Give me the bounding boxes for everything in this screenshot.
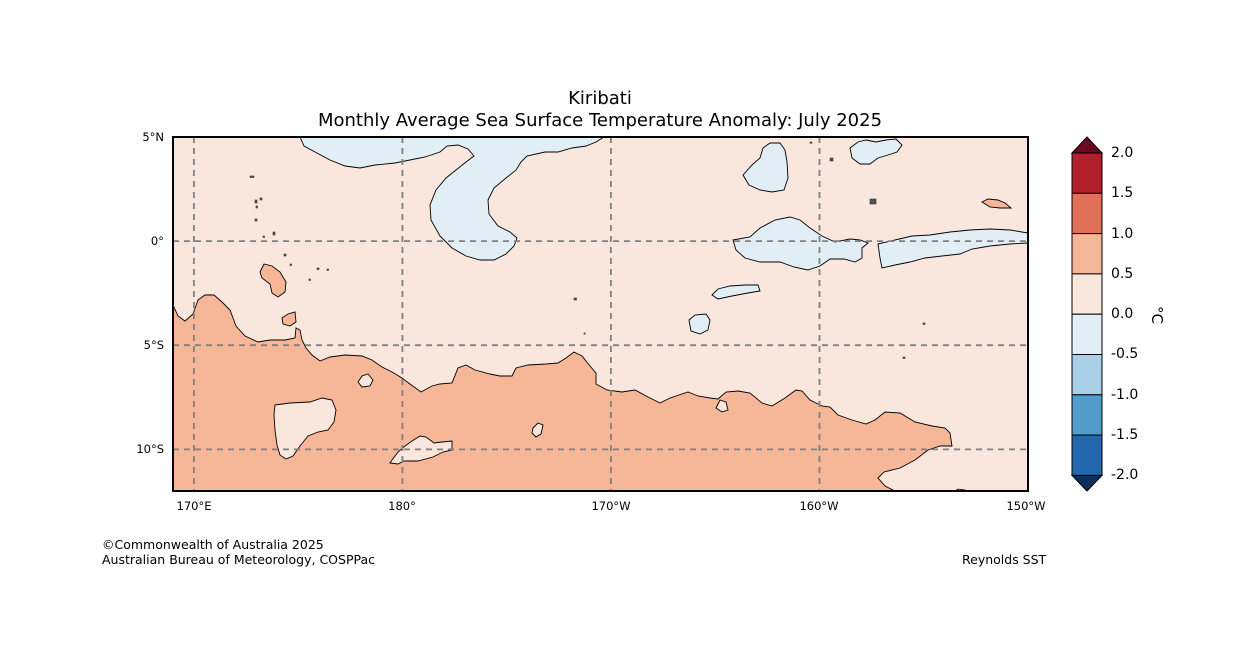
colorbar xyxy=(1070,136,1104,492)
map-border xyxy=(172,136,1029,492)
map-title: Kiribati xyxy=(568,88,632,109)
anomaly-patch-cool-ne2 xyxy=(849,138,903,165)
colorbar-tick-label: -0.5 xyxy=(1111,346,1139,362)
colorbar-tick-label: 0.0 xyxy=(1111,306,1134,322)
map-subtitle: Monthly Average Sea Surface Temperature … xyxy=(317,110,883,131)
colorbar-bin xyxy=(1071,434,1103,476)
colorbar-unit-label: °C xyxy=(1147,306,1166,324)
anomaly-patch-cool-eq xyxy=(732,216,869,271)
colorbar-bin xyxy=(1071,192,1103,235)
colorbar-bin xyxy=(1071,233,1103,275)
copyright-text: ©Commonwealth of Australia 2025 xyxy=(102,537,324,552)
anomaly-patch-cool-w xyxy=(273,397,337,460)
anomaly-patch-small-4 xyxy=(715,399,729,413)
anomaly-patch-cool-c1 xyxy=(711,284,761,300)
data-source-text: Reynolds SST xyxy=(962,552,1047,567)
lat-tick-label: 5°N xyxy=(142,130,164,144)
lat-tick-label: 10°S xyxy=(136,442,164,456)
colorbar-bin xyxy=(1071,394,1103,436)
lon-tick-label: 160°W xyxy=(799,499,839,513)
anomaly-patch-cool-eq-e xyxy=(877,228,1028,269)
colorbar-tick-label: -2.0 xyxy=(1111,467,1139,483)
anomaly-patch-warm-ne xyxy=(981,198,1013,209)
agency-text: Australian Bureau of Meteorology, COSPPa… xyxy=(102,552,375,567)
anomaly-patch-warm-w2 xyxy=(281,311,297,327)
anomaly-patch-warm-w xyxy=(259,263,287,298)
colorbar-bin xyxy=(1071,313,1103,356)
lat-tick-label: 5°S xyxy=(143,338,164,352)
colorbar-tick-label: 1.5 xyxy=(1111,185,1134,201)
colorbar-tick-label: -1.5 xyxy=(1111,427,1139,443)
anomaly-patch-cool-n xyxy=(299,137,605,261)
graticule xyxy=(173,137,1028,491)
colorbar-bin xyxy=(1071,273,1103,315)
anomaly-patch-small-1 xyxy=(357,373,374,388)
islands xyxy=(249,141,926,359)
anomaly-patch-cool-c2 xyxy=(688,313,711,335)
anomaly-patch-cool-ne1 xyxy=(742,142,789,193)
lat-tick-label: 0° xyxy=(150,234,164,248)
lon-tick-label: 180° xyxy=(388,499,416,513)
lon-tick-label: 170°W xyxy=(591,499,631,513)
colorbar-tick-label: 1.0 xyxy=(1111,226,1134,242)
lon-tick-label: 170°E xyxy=(176,499,212,513)
colorbar-tick-label: 0.5 xyxy=(1111,266,1134,282)
colorbar-bin xyxy=(1071,354,1103,396)
colorbar-extend-under xyxy=(1070,474,1104,492)
colorbar-bin xyxy=(1071,152,1103,194)
anomaly-patch-small-3 xyxy=(531,422,544,438)
anomaly-region-0p5-1-south xyxy=(173,294,953,491)
colorbar-tick-label: -1.0 xyxy=(1111,387,1139,403)
colorbar-extend-over xyxy=(1070,136,1104,154)
lon-tick-label: 150°W xyxy=(1006,499,1046,513)
colorbar-tick-label: 2.0 xyxy=(1111,145,1134,161)
